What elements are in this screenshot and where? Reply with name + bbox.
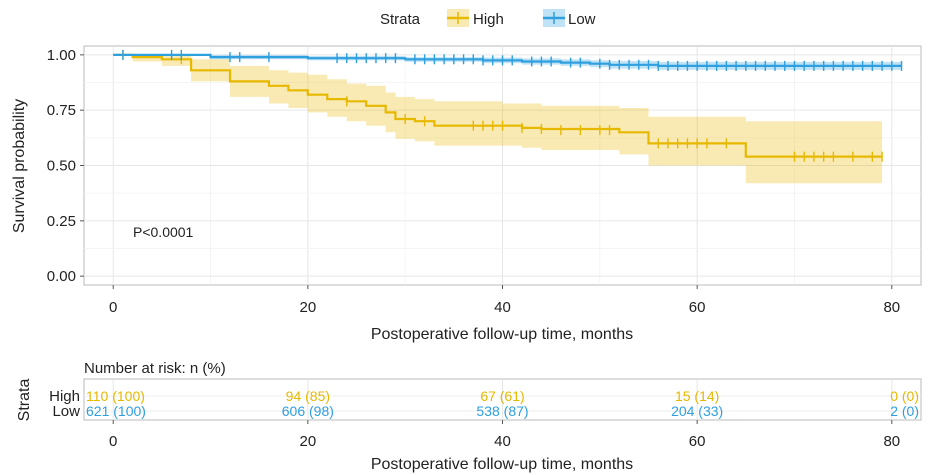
- survival-plot: 0.000.250.500.751.00 0 20 40 60 80 P<0.0001 …: [11, 45, 922, 343]
- risk-table-cells: 110 (100) 94 (85) 67 (61) 15 (14) 0 (0) 621 (…: [86, 388, 919, 419]
- x-tick-label-0: 0: [109, 299, 117, 316]
- y-axis-label: Survival probability: [11, 99, 28, 233]
- y-tick-label-0: 0.00: [47, 268, 76, 285]
- risk-cell-high-80: 0 (0): [890, 388, 919, 404]
- risk-x-tick-label-0: 0: [109, 433, 117, 450]
- p-value-annotation: P<0.0001: [133, 224, 194, 240]
- risk-row-label-low: Low: [52, 403, 80, 420]
- y-tick-label-2: 0.50: [47, 158, 76, 175]
- x-axis-label: Postoperative follow-up time, months: [371, 326, 633, 343]
- risk-row-label-high: High: [49, 388, 80, 405]
- risk-cell-low-40: 538 (87): [476, 403, 528, 419]
- x-axis-ticks: 0 20 40 60 80: [109, 285, 900, 316]
- legend: Strata High Low: [380, 9, 596, 28]
- risk-table-title: Number at risk: n (%): [84, 360, 226, 377]
- x-tick-label-60: 60: [689, 299, 706, 316]
- y-tick-label-3: 0.75: [47, 102, 76, 119]
- risk-table-grid: [84, 379, 921, 420]
- ci-band-high: [113, 54, 883, 184]
- legend-label-low: Low: [568, 11, 596, 28]
- risk-cell-high-60: 15 (14): [675, 388, 719, 404]
- risk-x-tick-label-40: 40: [494, 433, 511, 450]
- legend-title: Strata: [380, 11, 421, 28]
- survival-curve-high: [113, 53, 883, 158]
- x-tick-label-20: 20: [300, 299, 317, 316]
- risk-cell-low-0: 621 (100): [86, 403, 146, 419]
- risk-table-x-label: Postoperative follow-up time, months: [371, 456, 633, 473]
- y-tick-label-4: 1.00: [47, 47, 76, 64]
- censor-marks: [122, 49, 903, 162]
- risk-x-tick-label-60: 60: [689, 433, 706, 450]
- risk-table-y-label: Strata: [16, 379, 33, 422]
- risk-cell-high-20: 94 (85): [286, 388, 330, 404]
- x-tick-label-40: 40: [494, 299, 511, 316]
- risk-x-tick-label-20: 20: [300, 433, 317, 450]
- risk-cell-low-60: 204 (33): [671, 403, 723, 419]
- risk-cell-low-80: 2 (0): [890, 403, 919, 419]
- y-axis-ticks: 0.00 0.25 0.50 0.75 1.00: [47, 47, 84, 285]
- risk-cell-high-40: 67 (61): [480, 388, 524, 404]
- risk-cell-high-0: 110 (100): [86, 388, 145, 404]
- risk-cell-low-20: 606 (98): [282, 403, 334, 419]
- y-tick-label-1: 0.25: [47, 213, 76, 230]
- risk-x-tick-label-80: 80: [883, 433, 900, 450]
- legend-item-high: High: [447, 9, 504, 28]
- x-tick-label-80: 80: [883, 299, 900, 316]
- risk-table: Number at risk: n (%) 110 (100) 94 (85) 67…: [16, 360, 922, 473]
- risk-table-x-ticks: 0 20 40 60 80: [109, 420, 900, 450]
- grid: [84, 46, 921, 285]
- legend-label-high: High: [473, 11, 504, 28]
- legend-item-low: Low: [543, 9, 596, 28]
